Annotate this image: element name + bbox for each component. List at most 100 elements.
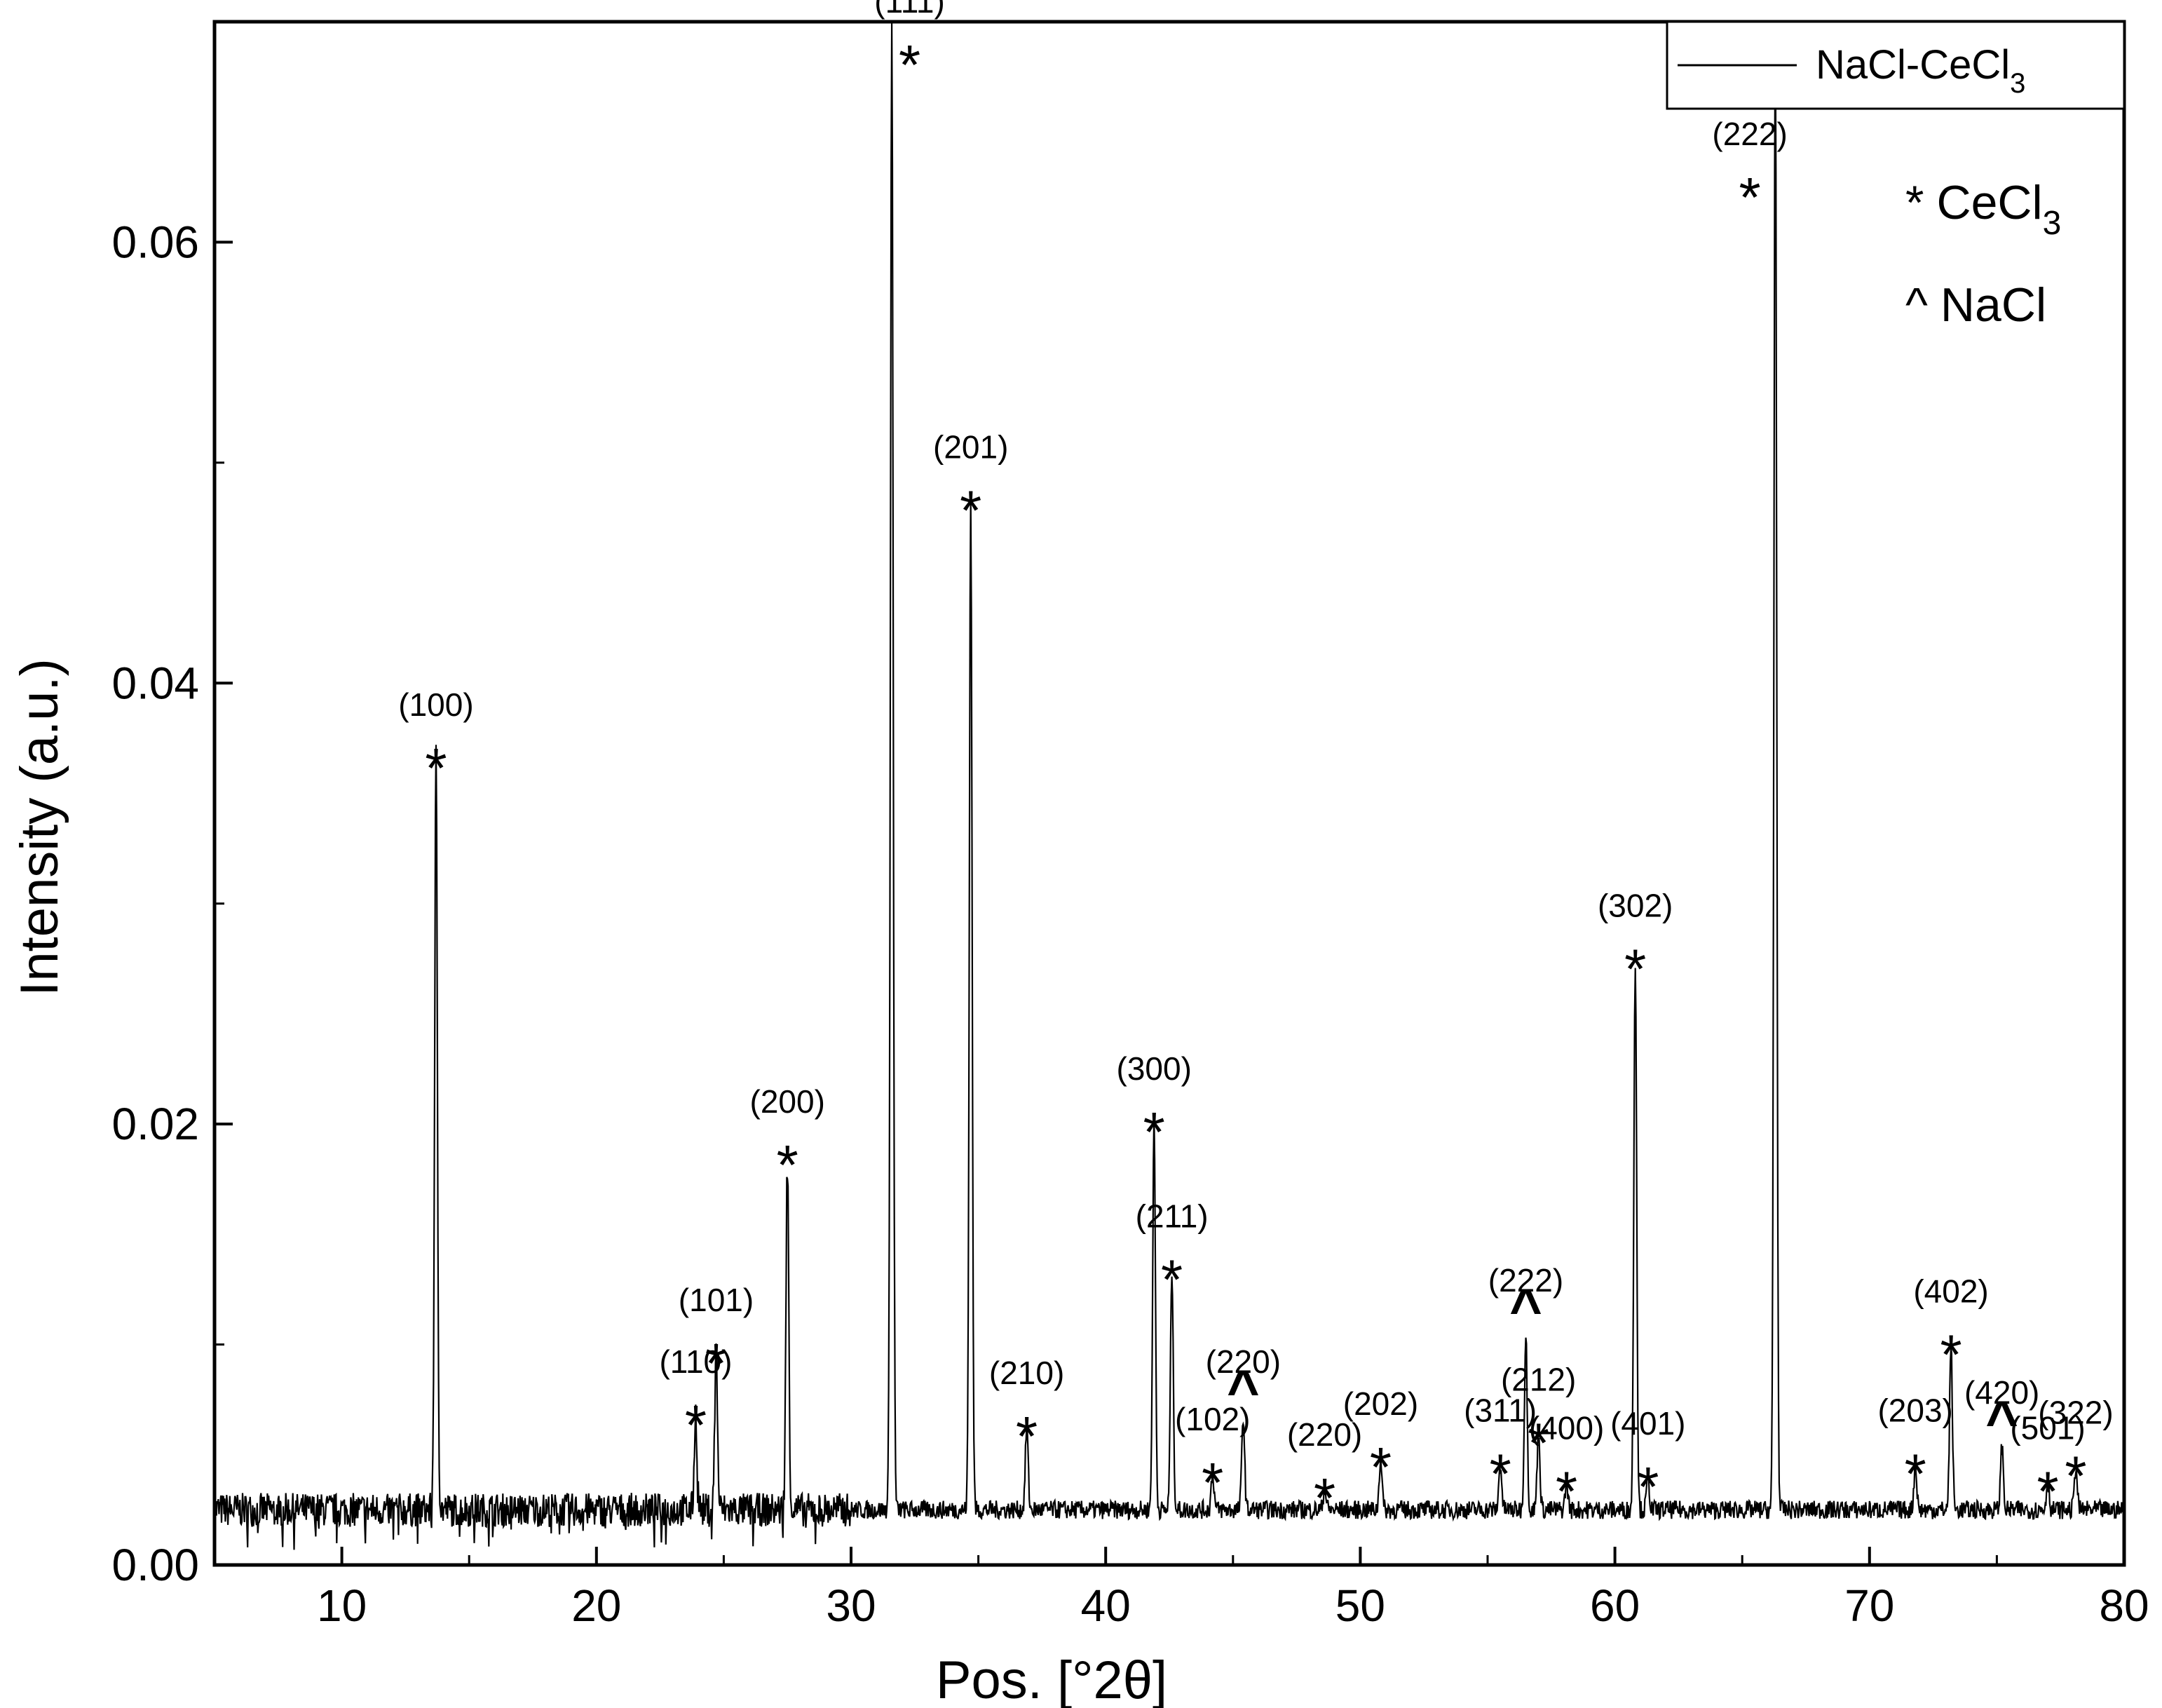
y-tick-label: 0.02	[111, 1099, 199, 1149]
y-tick-label: 0.04	[111, 658, 199, 708]
x-tick-label: 40	[1081, 1580, 1131, 1631]
hkl-label: (402)	[1913, 1273, 1988, 1310]
peak-annotation: * (101)	[679, 1282, 754, 1395]
peak-annotation: * (322)	[2038, 1395, 2113, 1507]
peak-annotation: * (201)	[933, 428, 1008, 541]
hkl-label: (401)	[1610, 1405, 1685, 1442]
nacl-marker: ^	[1509, 1277, 1542, 1340]
hkl-label: (302)	[1598, 887, 1673, 923]
cecl3-marker: *	[1161, 1249, 1183, 1311]
key-nacl: ^ NaCl	[1905, 278, 2046, 332]
peak-annotation: * (302)	[1598, 887, 1673, 1000]
plot-data-layer	[213, 21, 2126, 1550]
peak-annotation: * (200)	[750, 1083, 825, 1196]
peak-annotation: * (111)	[874, 0, 945, 96]
peak-annotation: * (212)	[1501, 1361, 1576, 1474]
hkl-label: (220)	[1287, 1416, 1362, 1453]
peak-annotation: ^(220)	[1206, 1343, 1281, 1421]
cecl3-marker: *	[1314, 1467, 1335, 1529]
peak-annotation: * (210)	[989, 1355, 1064, 1468]
y-tick-label: 0.00	[111, 1540, 199, 1590]
cecl3-marker: *	[1370, 1436, 1392, 1498]
cecl3-marker: *	[1624, 937, 1646, 1000]
peak-annotation: * (311)	[1464, 1392, 1537, 1505]
hkl-label: (202)	[1343, 1385, 1418, 1422]
peak-annotation: * (222)	[1712, 116, 1787, 229]
nacl-marker: ^	[1227, 1359, 1260, 1421]
peak-annotation: * (110)	[659, 1343, 732, 1456]
x-tick-label: 20	[571, 1580, 621, 1631]
peak-annotation: * (220)	[1287, 1416, 1362, 1529]
hkl-label: (200)	[750, 1083, 825, 1120]
hkl-label: (210)	[989, 1355, 1064, 1391]
peak-annotation: ^(222)	[1488, 1262, 1563, 1340]
axes: 10 20 30 40 50 60 70 80 0.00 0.02 0.04 0.06	[111, 20, 2149, 1631]
cecl3-marker: *	[1637, 1456, 1659, 1518]
peak-annotation: * (401)	[1610, 1405, 1685, 1518]
peak-annotation: * (100)	[398, 686, 473, 799]
key-cecl3: * CeCl3	[1905, 176, 2061, 242]
hkl-label: (111)	[874, 0, 945, 20]
cecl3-marker: *	[1556, 1460, 1577, 1523]
legend-series-label: NaCl-CeCl3	[1816, 42, 2025, 99]
cecl3-marker: *	[1202, 1451, 1223, 1514]
x-tick-label: 30	[826, 1580, 876, 1631]
plot-frame	[212, 20, 2126, 1567]
legend: NaCl-CeCl3	[1666, 20, 2126, 110]
phase-key: * CeCl3 ^ NaCl	[1905, 176, 2061, 332]
hkl-label: (311)	[1464, 1392, 1537, 1428]
hkl-label: (201)	[933, 428, 1008, 465]
series-line-nacl-cecl3	[213, 21, 2126, 1550]
nacl-marker: ^	[1985, 1390, 2018, 1452]
cecl3-marker: *	[2065, 1445, 2086, 1507]
hkl-label: (212)	[1501, 1361, 1576, 1397]
hkl-label: (101)	[679, 1282, 754, 1318]
x-tick-label: 60	[1590, 1580, 1640, 1631]
hkl-label: (102)	[1175, 1401, 1250, 1437]
peak-annotation: ^(420)	[1964, 1374, 2039, 1452]
hkl-label: (322)	[2038, 1395, 2113, 1431]
peak-annotation: *(400)	[1529, 1410, 1604, 1523]
cecl3-marker: *	[1940, 1324, 1962, 1386]
cecl3-marker: *	[685, 1394, 707, 1456]
cecl3-marker: *	[899, 34, 920, 96]
cecl3-marker: *	[1528, 1411, 1549, 1474]
peak-annotation: * (203)	[1877, 1392, 1952, 1505]
cecl3-marker: *	[1905, 1442, 1926, 1505]
hkl-label: (501)	[2010, 1410, 2085, 1446]
y-axis-title: Intensity (a.u.)	[10, 658, 69, 996]
cecl3-marker: *	[1490, 1442, 1511, 1505]
peak-annotation: * (102)	[1175, 1401, 1250, 1514]
cecl3-marker: *	[1143, 1101, 1165, 1163]
x-tick-label: 70	[1844, 1580, 1894, 1631]
x-tick-label: 50	[1335, 1580, 1385, 1631]
hkl-label: (110)	[659, 1343, 732, 1380]
x-axis-title: Pos. [°2θ]	[936, 1651, 1167, 1708]
cecl3-marker: *	[2037, 1460, 2058, 1523]
cecl3-marker: *	[1739, 166, 1761, 229]
hkl-label: (220)	[1206, 1343, 1281, 1380]
cecl3-marker: *	[425, 737, 447, 799]
peak-annotation: * (202)	[1343, 1385, 1418, 1498]
hkl-label: (300)	[1117, 1050, 1192, 1087]
cecl3-marker: *	[1016, 1405, 1038, 1468]
hkl-label: (222)	[1712, 116, 1787, 152]
hkl-label: (100)	[398, 686, 473, 723]
hkl-label: (222)	[1488, 1262, 1563, 1299]
hkl-label: (400)	[1529, 1410, 1604, 1446]
peak-annotation: *(501)	[2010, 1410, 2085, 1523]
cecl3-marker: *	[960, 479, 981, 541]
hkl-label: (420)	[1964, 1374, 2039, 1411]
hkl-label: (203)	[1877, 1392, 1952, 1428]
cecl3-marker: *	[705, 1332, 727, 1395]
y-tick-label: 0.06	[111, 217, 199, 267]
peak-annotation: * (211)	[1136, 1198, 1209, 1311]
x-tick-label: 80	[2099, 1580, 2149, 1631]
hkl-label: (211)	[1136, 1198, 1209, 1235]
peak-annotation: * (300)	[1117, 1050, 1192, 1163]
peak-annotation: * (402)	[1913, 1273, 1988, 1386]
cecl3-marker: *	[777, 1134, 798, 1196]
x-tick-label: 10	[317, 1580, 367, 1631]
peak-annotations: * (100) * (110) * (101) * (200) * (111) * (201) * (21…	[398, 0, 2113, 1529]
